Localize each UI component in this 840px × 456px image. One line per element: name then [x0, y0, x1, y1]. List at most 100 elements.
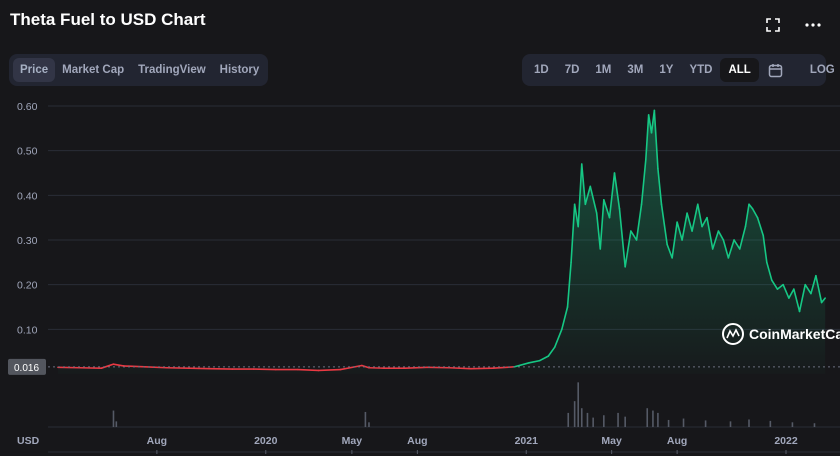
volume-bar — [586, 412, 589, 427]
price-segment — [624, 230, 632, 268]
x-tick-label: 2022 — [774, 435, 798, 447]
price-segment — [513, 362, 530, 368]
price-segment — [361, 364, 370, 369]
range-ytd[interactable]: YTD — [689, 64, 713, 76]
volume-bar — [813, 423, 816, 427]
price-segment — [608, 172, 616, 219]
price-segment — [798, 283, 807, 313]
volume-bar — [652, 410, 654, 427]
price-segment — [762, 234, 768, 264]
calendar-icon[interactable] — [759, 63, 792, 78]
range-7d[interactable]: 7D — [564, 64, 580, 76]
price-segment — [580, 163, 587, 206]
range-1m[interactable]: 1M — [595, 64, 612, 76]
y-tick-label: 0.50 — [17, 146, 38, 158]
price-segment — [727, 239, 735, 259]
price-segment — [635, 203, 643, 241]
price-segment — [640, 158, 647, 206]
price-segment — [647, 114, 653, 134]
range-1y[interactable]: 1Y — [659, 64, 674, 76]
price-segment — [547, 346, 556, 357]
price-segment — [491, 366, 515, 369]
price-segment — [613, 172, 621, 210]
volume-bar — [115, 421, 118, 427]
tab-market-cap[interactable]: Market Cap — [62, 64, 125, 76]
price-segment — [100, 363, 115, 369]
x-tick-label: May — [342, 435, 363, 447]
y-tick-label: 0.30 — [17, 235, 38, 247]
y-tick-label: 0.20 — [17, 280, 38, 292]
price-segment — [765, 261, 773, 282]
price-segment — [733, 239, 741, 250]
price-segment — [751, 207, 759, 219]
price-segment — [577, 163, 583, 228]
range-1d[interactable]: 1D — [534, 64, 549, 76]
volume-bar — [617, 412, 619, 427]
price-segment — [788, 288, 795, 299]
volume-bar — [573, 401, 576, 427]
y-tick-label: 0.40 — [17, 190, 38, 202]
volume-bar — [592, 417, 594, 427]
price-segment — [566, 261, 572, 308]
volume-bar — [567, 412, 570, 427]
range-3m[interactable]: 3M — [627, 64, 644, 76]
price-segment — [645, 114, 650, 161]
price-segment — [589, 185, 598, 214]
price-segment — [676, 221, 683, 241]
volume-bar — [624, 416, 626, 427]
price-segment — [584, 185, 592, 206]
price-segment — [599, 199, 605, 250]
range-selector: 1D 7D 1M 3M 1Y YTD ALL LOG — [522, 54, 835, 86]
price-segment — [717, 230, 725, 241]
price-segment — [711, 230, 720, 250]
price-segment — [722, 239, 730, 259]
y-tick-label: 0.60 — [17, 101, 38, 113]
tab-history[interactable]: History — [219, 64, 260, 76]
volume-bar — [791, 422, 794, 427]
price-segment — [686, 212, 693, 232]
x-tick-label: 2020 — [254, 435, 278, 447]
price-segment — [595, 212, 602, 250]
price-segment — [782, 283, 790, 299]
current-price-label: 0.016 — [14, 363, 39, 374]
volume-bar — [704, 420, 707, 427]
price-segment — [701, 216, 708, 228]
page-title: Theta Fuel to USD Chart — [10, 10, 206, 29]
price-segment — [660, 203, 668, 246]
coinmarketcap-logo-mark — [726, 328, 740, 339]
price-segment — [681, 212, 688, 241]
price-segment — [404, 366, 429, 369]
y-tick-label: 0.10 — [17, 324, 38, 336]
x-tick-label: Aug — [407, 435, 427, 447]
price-segment — [296, 368, 320, 372]
tab-price[interactable]: Price — [13, 58, 56, 82]
price-segment — [744, 203, 750, 228]
volume-bar — [364, 411, 367, 427]
top-actions — [764, 16, 822, 34]
log-toggle[interactable]: LOG — [809, 64, 835, 76]
price-segment — [570, 203, 576, 264]
volume-bar — [769, 420, 772, 427]
price-segment — [738, 225, 747, 250]
view-tabs: Price Market Cap TradingView History — [9, 54, 268, 86]
price-segment — [691, 203, 699, 232]
coinmarketcap-logo-icon — [722, 323, 744, 345]
price-segment — [561, 306, 569, 331]
price-segment — [666, 243, 673, 259]
volume-bar — [368, 422, 370, 427]
tab-tradingview[interactable]: TradingView — [138, 64, 206, 76]
volume-bar — [682, 418, 685, 427]
range-all[interactable]: ALL — [720, 58, 759, 82]
price-segment — [603, 199, 611, 219]
volume-bar — [603, 415, 605, 427]
fullscreen-icon[interactable] — [764, 16, 782, 34]
price-segment — [657, 167, 663, 206]
price-segment — [804, 283, 812, 295]
current-price-badge — [8, 358, 46, 375]
x-tick-label: Aug — [147, 435, 167, 447]
more-icon[interactable] — [804, 16, 822, 34]
price-segment — [671, 221, 678, 259]
x-tick-label: Aug — [667, 435, 687, 447]
price-segment — [112, 363, 125, 367]
